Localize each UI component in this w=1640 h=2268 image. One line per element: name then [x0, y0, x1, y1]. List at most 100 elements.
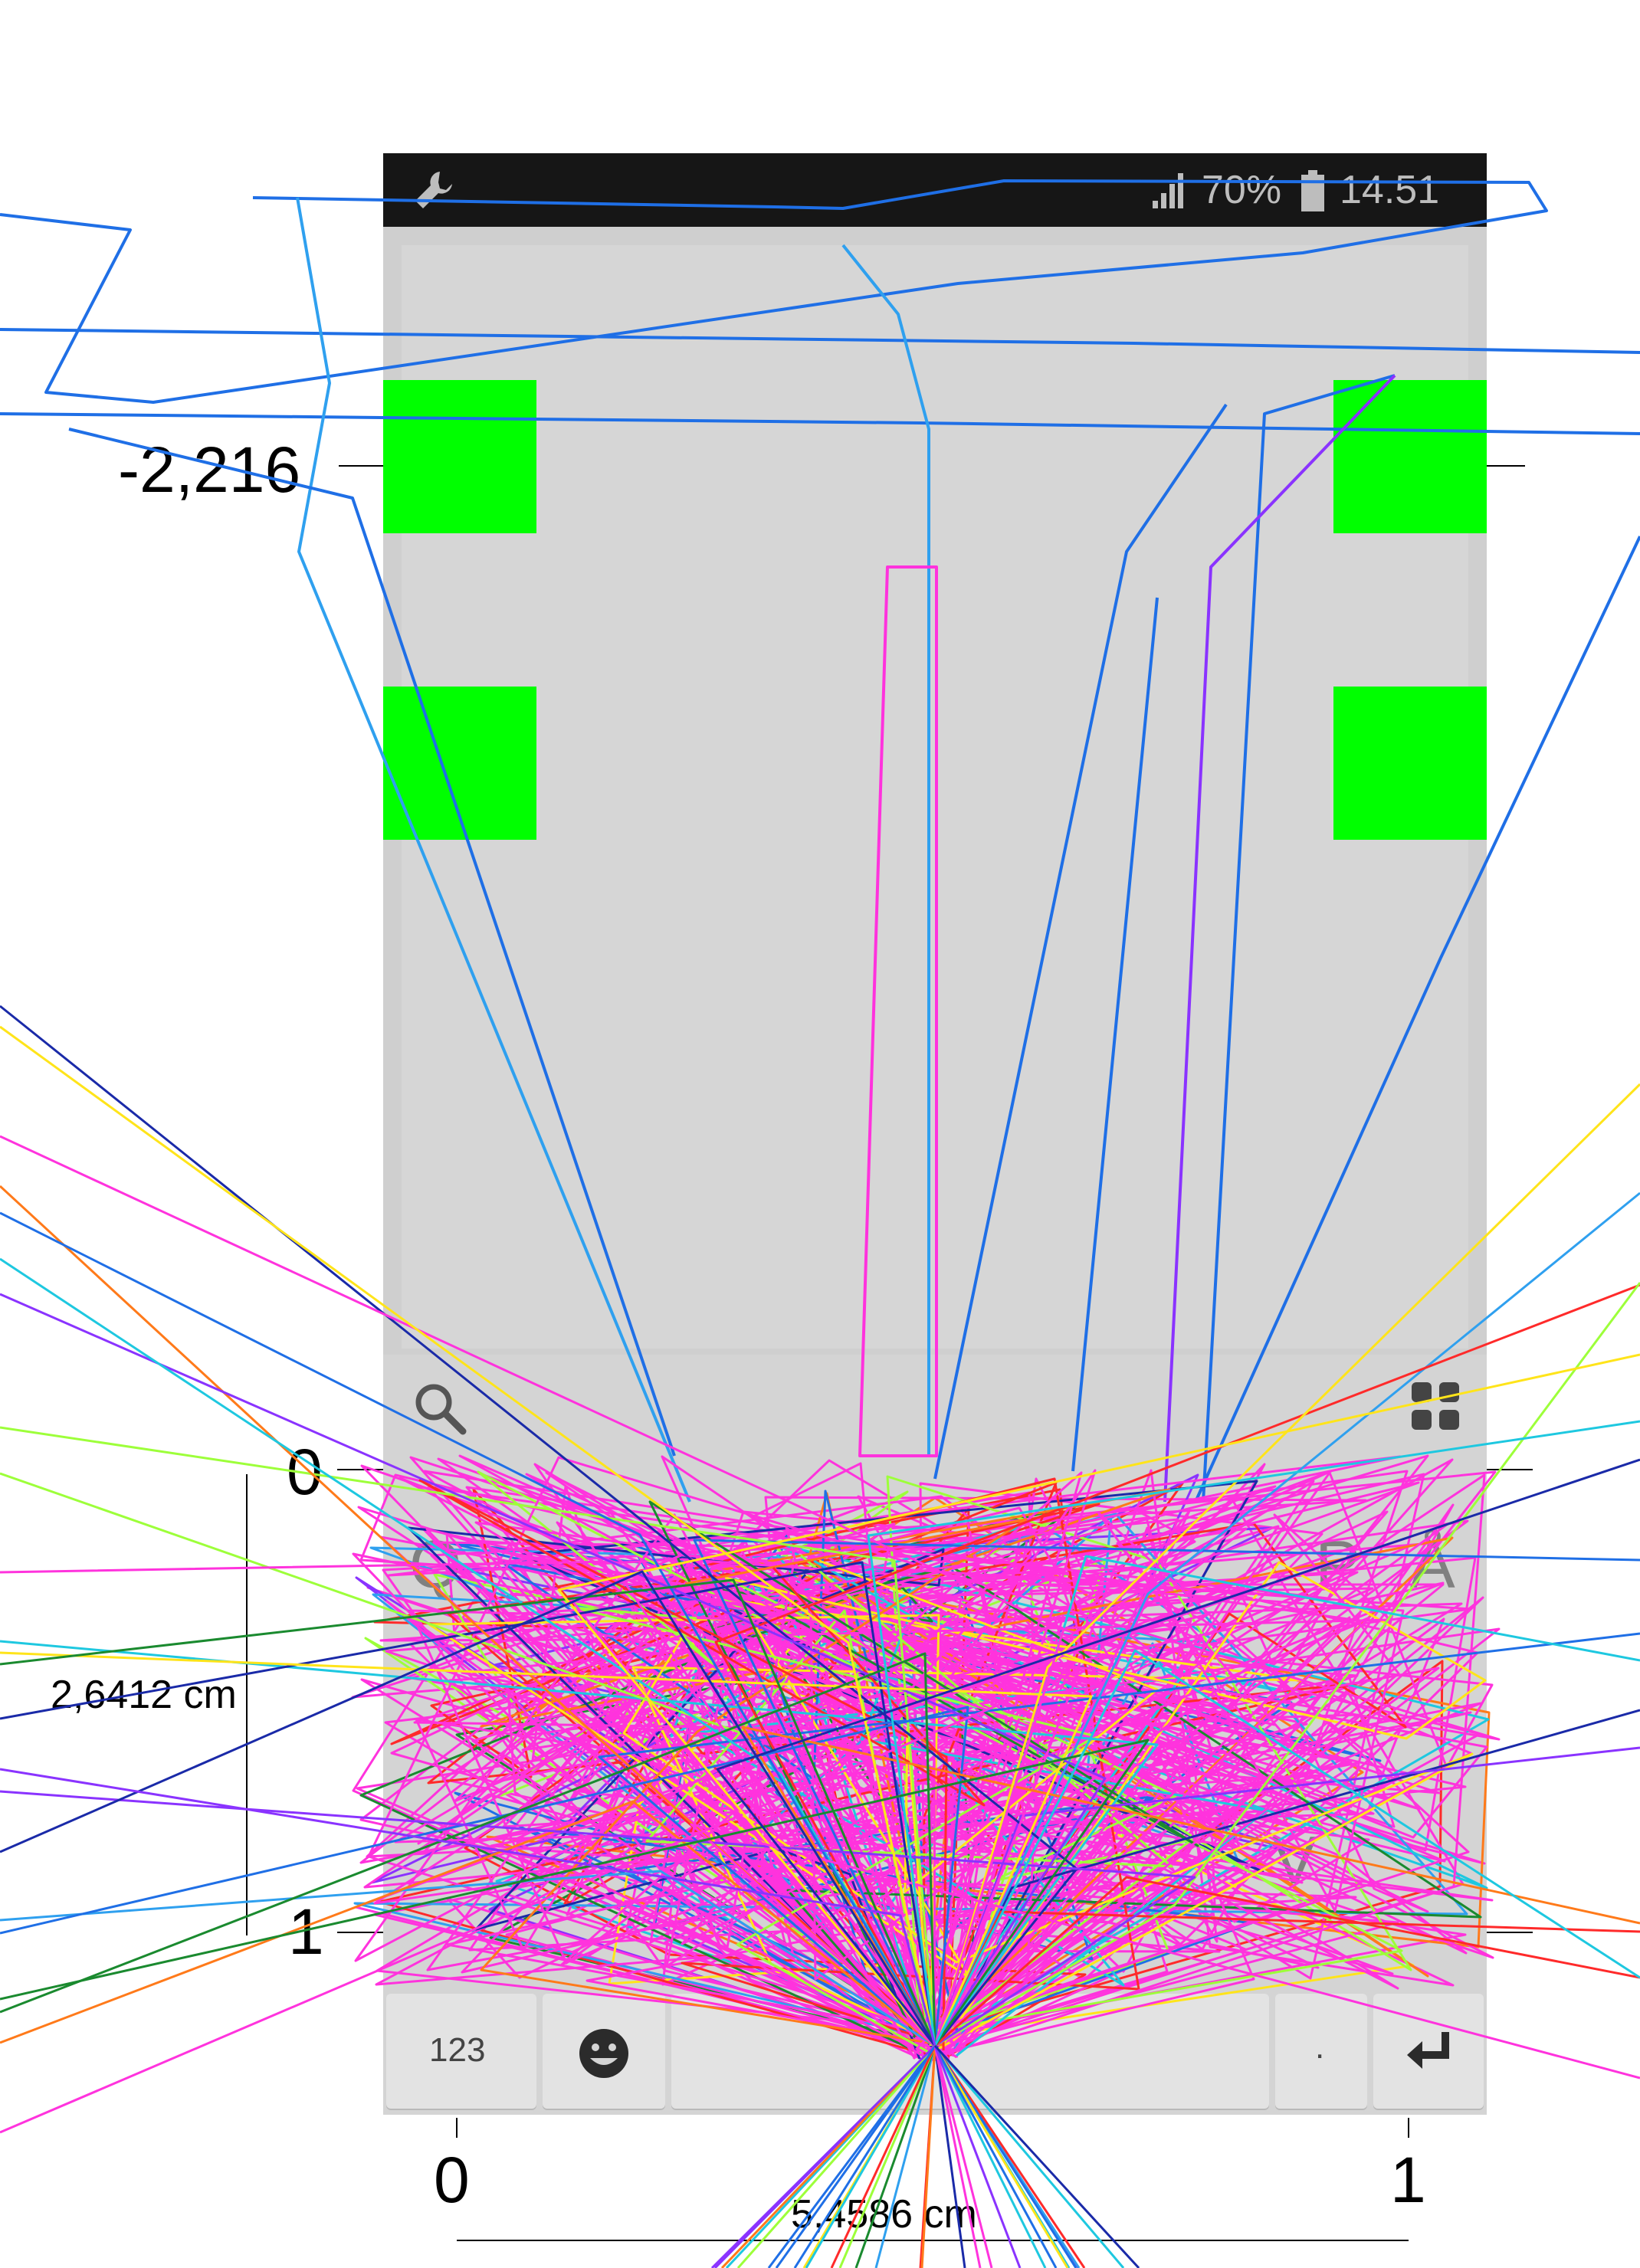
- edge-trace: [0, 1706, 969, 2047]
- x-zero-label: 0: [434, 2144, 470, 2216]
- edge-trace: [0, 1426, 936, 2047]
- edge-trace: [741, 1726, 1640, 2047]
- long-trace: [296, 197, 691, 1503]
- long-trace: [858, 565, 938, 1457]
- edge-trace: [690, 1823, 1640, 2080]
- long-trace: [841, 244, 930, 1456]
- enter-icon: [1407, 2032, 1449, 2069]
- edge-trace: [714, 1283, 1640, 2047]
- bottom-trace: [933, 2045, 1086, 2268]
- touch-trace: [461, 1611, 1353, 2033]
- trace-group: [0, 179, 1640, 2268]
- touch-trace: [418, 1479, 986, 2051]
- bottom-trace: [830, 2045, 936, 2268]
- bottom-trace: [874, 2045, 936, 2268]
- edge-trace: [0, 1768, 936, 2047]
- height-measure-label: 2,6412 cm: [51, 1673, 237, 1717]
- bottom-trace: [933, 2045, 1047, 2268]
- signal-icon: [1153, 173, 1183, 208]
- bottom-trace: [838, 2045, 936, 2268]
- period-key-label: .: [1315, 2028, 1325, 2066]
- edge-trace: [0, 1135, 1065, 2047]
- bottom-trace: [933, 2045, 1022, 2268]
- long-trace: [0, 328, 1640, 354]
- x-one-label: 1: [1390, 2144, 1426, 2216]
- edge-trace: [0, 1025, 936, 2047]
- battery-percent: 70%: [1202, 168, 1282, 212]
- bottom-trace: [933, 2044, 1140, 2268]
- edge-trace: [0, 1790, 1196, 2047]
- edge-trace: [0, 1669, 1081, 2134]
- bottom-trace: [736, 2045, 936, 2268]
- bottom-trace: [805, 2045, 936, 2268]
- target-square-mid-right[interactable]: [1333, 687, 1487, 840]
- target-square-top-left[interactable]: [383, 380, 536, 533]
- bottom-trace: [854, 2045, 936, 2268]
- touch-trace: [359, 1473, 1481, 2038]
- bottom-trace: [933, 2045, 1077, 2268]
- period-key[interactable]: .: [1275, 1994, 1367, 2109]
- clock: 14.51: [1340, 168, 1440, 212]
- touch-trace: [674, 1480, 1315, 2040]
- touch-trace: [360, 1565, 1394, 2040]
- enter-key[interactable]: [1373, 1994, 1484, 2109]
- long-trace: [68, 374, 1640, 1503]
- search-icon[interactable]: [409, 1378, 471, 1439]
- edge-trace: [0, 1578, 936, 2047]
- touch-trace: [480, 1518, 1028, 2047]
- bottom-trace: [933, 2045, 1125, 2268]
- touch-trace: [399, 1463, 1399, 2060]
- phone-screen: 70% 14.51 Q P Å V 1: [383, 153, 1487, 2115]
- touch-trace: [665, 1613, 1209, 2060]
- edge-trace: [934, 1282, 1640, 2047]
- bottom-trace: [933, 2045, 1058, 2268]
- touch-trace: [569, 1532, 1330, 2037]
- bottom-trace: [920, 2045, 936, 2268]
- edge-trace: [0, 1570, 936, 2047]
- touch-trace: [417, 1621, 1056, 2050]
- emoji-key[interactable]: [543, 1994, 665, 2109]
- long-trace: [0, 412, 1640, 435]
- bottom-trace: [720, 2044, 936, 2268]
- touch-trace: [740, 1581, 1445, 2047]
- bottom-trace: [933, 2045, 982, 2268]
- touch-trace: [477, 1470, 1403, 2032]
- edge-trace: [933, 1649, 1640, 2047]
- edge-trace: [0, 1211, 936, 2047]
- y-top-value-label: -2,216: [118, 434, 301, 506]
- apps-grid-icon[interactable]: [1410, 1381, 1461, 1431]
- bottom-trace: [793, 2045, 936, 2268]
- edge-trace: [0, 1870, 936, 2047]
- target-square-top-right[interactable]: [1333, 380, 1487, 533]
- width-measure-label: 5,4586 cm: [791, 2192, 977, 2237]
- numbers-key[interactable]: 123: [386, 1994, 536, 2109]
- touch-trace: [631, 1598, 1305, 2050]
- edge-trace: [0, 1293, 1107, 2047]
- bottom-trace: [933, 2045, 966, 2268]
- bottom-trace: [933, 2045, 993, 2268]
- touch-trace: [724, 1561, 1487, 2049]
- touch-trace: [772, 1513, 1400, 2059]
- edge-trace: [0, 1739, 1150, 2047]
- touch-trace: [681, 1558, 1405, 2052]
- edge-trace: [0, 1652, 936, 2047]
- long-trace: [0, 179, 1548, 404]
- edge-trace: [598, 1632, 1640, 2047]
- smiley-icon: [579, 2029, 628, 2078]
- long-trace: [1163, 374, 1396, 1503]
- bottom-trace: [710, 2044, 936, 2268]
- touch-trace: [713, 1485, 1301, 2062]
- edge-trace: [934, 1876, 1640, 2047]
- touch-trace: [818, 1559, 1159, 2047]
- touch-trace: [574, 1559, 920, 2058]
- edge-trace: [933, 1191, 1640, 2047]
- edge-trace: [557, 1353, 1640, 2047]
- bottom-trace: [933, 2045, 1069, 2268]
- touch-trace: [407, 1526, 945, 2048]
- edge-trace: [0, 1800, 936, 2047]
- edge-trace: [0, 1561, 936, 2047]
- edge-trace: [716, 1458, 1640, 2047]
- touch-trace: [717, 1565, 1482, 2038]
- edge-trace: [0, 1640, 1159, 2047]
